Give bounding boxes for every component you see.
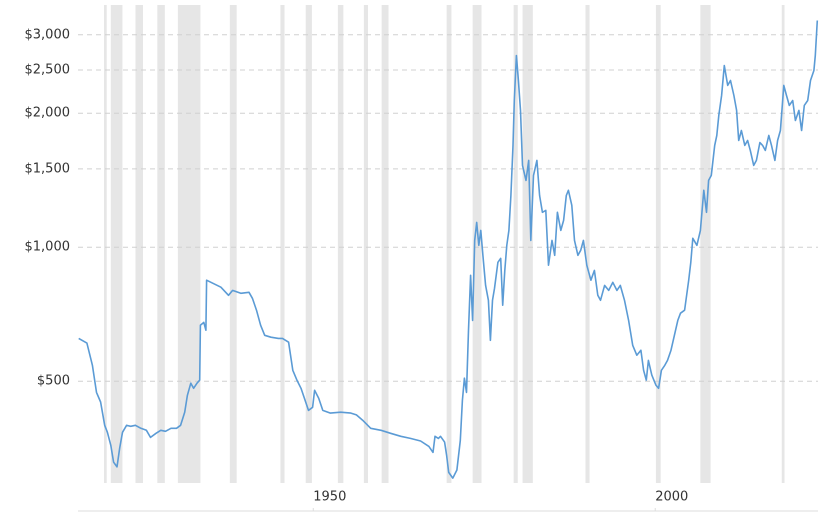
recession-band	[655, 5, 661, 483]
y-tick-label: $2,000	[25, 106, 71, 121]
recession-band	[103, 5, 107, 483]
recession-band	[585, 5, 590, 483]
x-tick-label: 1950	[313, 490, 346, 505]
price-line	[78, 20, 819, 479]
recession-band	[363, 5, 368, 483]
recession-band	[700, 5, 711, 483]
recession-band	[177, 5, 201, 483]
recession-band	[472, 5, 482, 483]
recession-band	[446, 5, 452, 483]
recession-band	[110, 5, 123, 483]
recession-band	[522, 5, 533, 483]
recession-band	[280, 5, 285, 483]
recession-band	[157, 5, 165, 483]
y-tick-label: $3,000	[25, 27, 71, 42]
recession-band	[135, 5, 143, 483]
recession-band	[229, 5, 237, 483]
recession-band	[781, 5, 785, 483]
y-tick-label: $1,000	[25, 240, 71, 255]
y-tick-label: $1,500	[25, 161, 71, 176]
recession-band	[381, 5, 389, 483]
recession-band	[337, 5, 344, 483]
y-tick-label: $2,500	[25, 63, 71, 78]
recession-band	[513, 5, 518, 483]
recession-band	[305, 5, 312, 483]
y-tick-label: $500	[37, 374, 70, 389]
x-tick-label: 2000	[655, 490, 688, 505]
